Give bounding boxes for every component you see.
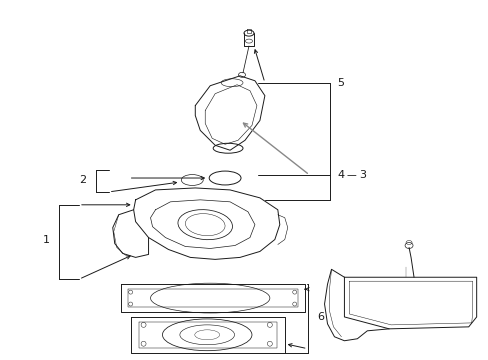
Text: 6: 6: [317, 312, 324, 322]
Text: 4: 4: [337, 170, 344, 180]
Text: 2: 2: [79, 175, 86, 185]
Text: 5: 5: [337, 78, 344, 88]
Text: 1: 1: [42, 234, 49, 244]
Text: —: —: [346, 170, 356, 180]
Text: 3: 3: [359, 170, 366, 180]
